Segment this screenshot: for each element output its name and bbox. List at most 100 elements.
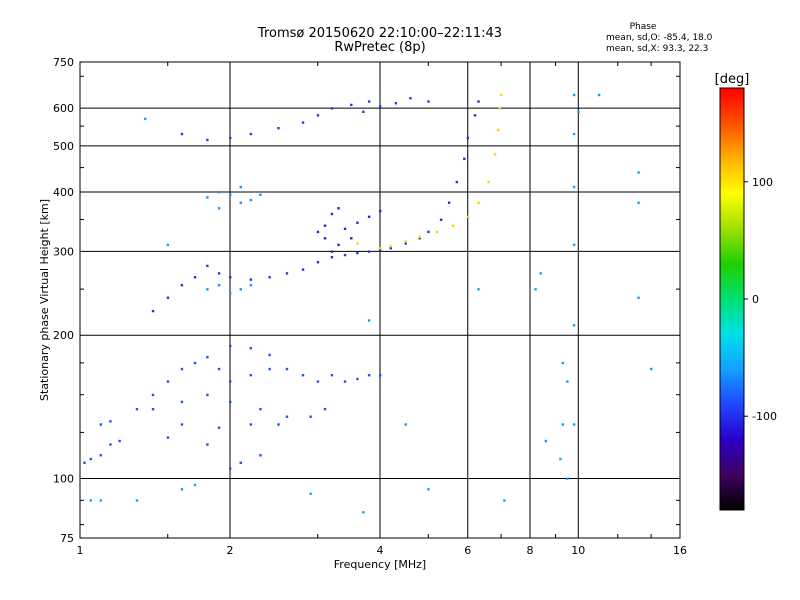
phase-stats-o: mean, sd,O: -85.4, 18.0 [606, 33, 713, 43]
data-point [135, 499, 139, 502]
data-point [343, 253, 347, 257]
data-point [572, 423, 576, 426]
data-point [229, 292, 232, 295]
data-point [217, 367, 221, 371]
data-point [427, 100, 430, 103]
tick-labels-layer: 1 2 4 6 8 10 16 75 100 200 300 400 500 600 750 Frequenc… [38, 56, 687, 571]
data-point [301, 121, 305, 124]
data-point [277, 423, 280, 426]
data-point [309, 492, 312, 495]
x-tick-label: 8 [527, 544, 534, 557]
data-point [362, 511, 365, 514]
data-point [180, 488, 184, 491]
data-point [356, 242, 359, 245]
data-point [83, 461, 86, 465]
data-point [118, 439, 121, 443]
data-point [427, 488, 430, 491]
data-point [239, 288, 242, 291]
colorbar-tick-label: 0 [752, 293, 759, 306]
data-point [409, 97, 412, 100]
data-point [503, 499, 506, 502]
data-point [477, 100, 480, 103]
data-point [572, 243, 576, 247]
x-tick-label: 10 [571, 544, 585, 557]
data-point [249, 423, 253, 426]
data-point [404, 240, 407, 243]
data-point [404, 423, 407, 426]
data-point [239, 201, 242, 204]
data-point [466, 136, 470, 140]
data-point [166, 296, 170, 299]
data-point [330, 256, 334, 259]
data-point [463, 157, 466, 161]
data-point [206, 443, 209, 446]
data-point [180, 367, 184, 371]
data-point [229, 380, 232, 383]
data-point [379, 374, 382, 377]
data-point [367, 374, 371, 377]
data-point [166, 243, 170, 247]
data-point [180, 132, 184, 136]
data-point [151, 309, 155, 313]
data-point [206, 356, 209, 359]
data-point [249, 374, 253, 377]
data-point [572, 185, 576, 189]
data-point [455, 180, 459, 184]
data-point [285, 415, 289, 418]
data-point [435, 230, 439, 234]
data-point [135, 407, 139, 411]
y-tick-label: 100 [53, 473, 74, 486]
data-point [637, 201, 640, 204]
data-point [493, 153, 497, 156]
data-point [259, 193, 262, 196]
data-point [193, 276, 197, 279]
x-axis-label: Frequency [MHz] [334, 558, 426, 571]
data-point [229, 193, 232, 196]
data-point [217, 284, 221, 287]
data-point [447, 201, 451, 204]
data-point [367, 250, 371, 253]
data-point [356, 377, 359, 381]
data-point [389, 247, 392, 250]
y-tick-label: 200 [53, 329, 74, 342]
data-point [477, 201, 480, 204]
data-point [544, 439, 548, 443]
data-point [418, 237, 421, 240]
data-point [301, 374, 305, 377]
trace-f2-upper-trace [180, 97, 430, 142]
data-point [496, 128, 500, 132]
data-point [418, 235, 421, 239]
data-point [330, 250, 334, 253]
y-tick-label: 300 [53, 245, 74, 258]
data-point [180, 400, 184, 404]
data-point [487, 180, 490, 184]
data-point [498, 107, 501, 110]
trace-f-layer-ordinary-trace [151, 100, 480, 313]
data-point [316, 261, 320, 264]
data-point [217, 272, 221, 275]
data-point [337, 207, 340, 210]
trace-f-low-cluster [206, 185, 262, 295]
data-point [180, 284, 184, 287]
y-tick-label: 75 [60, 532, 74, 545]
data-point [367, 215, 371, 219]
data-point [249, 278, 253, 281]
data-point [217, 190, 221, 194]
data-point [151, 407, 155, 411]
data-point [229, 276, 232, 279]
data-point [268, 353, 271, 357]
data-point [239, 461, 242, 465]
y-tick-label: 750 [53, 56, 74, 69]
x-tick-label: 6 [464, 544, 471, 557]
trace-f1-cluster [316, 207, 382, 253]
data-point [350, 237, 353, 240]
data-point [597, 93, 601, 97]
data-point [206, 138, 209, 142]
data-point [337, 243, 340, 247]
data-point [206, 288, 209, 291]
data-point [367, 100, 371, 103]
data-point [229, 344, 232, 348]
x-tick-label: 1 [77, 544, 84, 557]
data-point [389, 244, 392, 248]
data-point [330, 374, 334, 377]
